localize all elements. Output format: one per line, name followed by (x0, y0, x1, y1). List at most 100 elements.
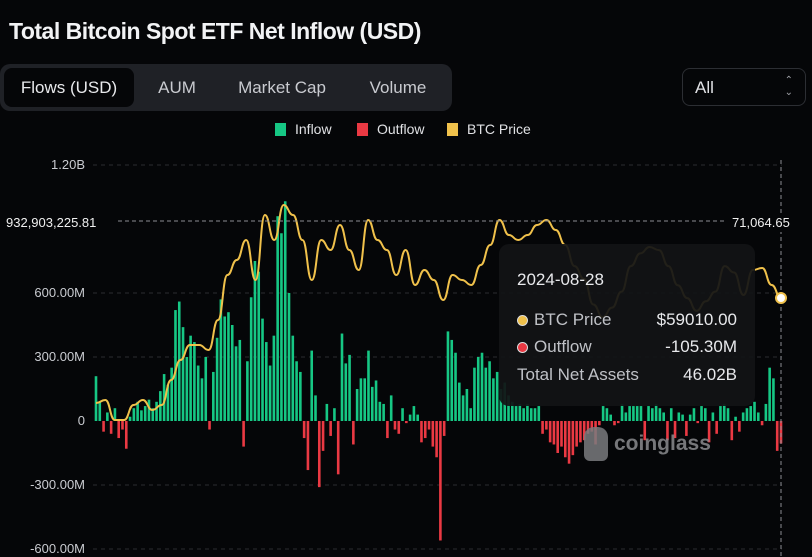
inflow-bar (492, 378, 495, 421)
legend-label: BTC Price (467, 121, 531, 137)
inflow-bar (741, 412, 745, 421)
tooltip-label: Outflow (534, 337, 592, 356)
inflow-bar (658, 408, 662, 421)
inflow-bar (753, 401, 756, 421)
inflow-bar (136, 401, 139, 421)
outflow-bar (386, 421, 389, 439)
inflow-bar (454, 352, 457, 421)
inflow-bar (170, 367, 173, 421)
inflow-bar (204, 357, 208, 421)
legend-btc-price[interactable]: BTC Price (447, 121, 531, 137)
inflow-bar (374, 380, 378, 421)
inflow-bar (310, 350, 314, 421)
outflow-bar (302, 421, 306, 439)
inflow-bar (756, 412, 760, 421)
outflow-bar (117, 421, 121, 439)
tab-volume[interactable]: Volume (369, 78, 427, 97)
inflow-bar (196, 365, 200, 421)
outflow-bar (124, 421, 128, 449)
inflow-bar (238, 339, 242, 421)
inflow-bar (132, 408, 136, 421)
chart-type-tabs: Flows (USD) AUM Market Cap Volume (0, 64, 452, 111)
outflow-bar (306, 421, 310, 471)
outflow-bar (590, 421, 594, 432)
inflow-bar (764, 403, 768, 421)
y-tick-label: -600.00M (30, 541, 85, 556)
outflow-bar (405, 421, 408, 424)
inflow-bar (227, 312, 230, 421)
inflow-bar (669, 408, 673, 421)
inflow-bar (688, 414, 692, 421)
tab-aum[interactable]: AUM (158, 78, 196, 97)
tooltip-label: BTC Price (534, 310, 612, 329)
y-tick-label: 0 (78, 413, 85, 428)
outflow-bar (208, 421, 211, 430)
inflow-bar (480, 352, 484, 421)
inflow-bar (215, 337, 219, 421)
outflow-bar (738, 421, 741, 432)
inflow-bar (291, 335, 295, 421)
crosshair-right-label: 71,064.65 (728, 213, 794, 232)
tooltip-value: $59010.00 (656, 310, 737, 329)
outflow-bar (317, 421, 321, 488)
outflow-bar (643, 421, 647, 441)
tooltip-value: 46.02B (683, 365, 737, 384)
crosshair-left-label: 932,903,225.81 (2, 213, 101, 232)
inflow-bar (98, 401, 102, 421)
inflow-bar (476, 357, 480, 421)
outflow-bar (109, 421, 113, 434)
outflow-bar (541, 421, 544, 434)
inflow-bar (314, 395, 317, 421)
tooltip-row-total: Total Net Assets 46.02B (517, 365, 737, 385)
range-select[interactable]: All ⌃ ⌄ (682, 68, 806, 106)
inflow-bar (722, 403, 726, 421)
legend-inflow[interactable]: Inflow (275, 121, 332, 137)
btc-price-swatch (447, 122, 458, 136)
btc-price-dot-icon (517, 314, 528, 326)
inflow-bar (446, 331, 450, 421)
outflow-bar (598, 421, 601, 426)
outflow-bar (552, 421, 556, 445)
outflow-bar (730, 421, 734, 441)
y-tick-label: 1.20B (51, 157, 85, 172)
inflow-bar (749, 406, 753, 421)
inflow-bar (370, 386, 374, 421)
outflow-bar (321, 421, 325, 451)
tooltip-row-outflow: Outflow -105.30M (517, 337, 737, 357)
inflow-bar (408, 414, 412, 421)
inflow-bar (412, 406, 416, 421)
inflow-bar (495, 371, 499, 421)
inflow-swatch (275, 122, 286, 136)
inflow-bar (677, 412, 681, 421)
inflow-bar (768, 367, 771, 421)
tooltip-row-btc-price: BTC Price $59010.00 (517, 310, 737, 330)
inflow-bar (507, 395, 510, 421)
inflow-bar (249, 297, 253, 421)
tab-flows[interactable]: Flows (USD) (4, 68, 134, 107)
inflow-bar (181, 327, 185, 421)
outflow-bar (775, 421, 779, 451)
inflow-bar (465, 389, 469, 421)
outflow-bar (427, 421, 431, 430)
legend-outflow[interactable]: Outflow (357, 121, 424, 137)
inflow-bar (711, 412, 715, 421)
inflow-bar (189, 335, 192, 421)
tab-market-cap[interactable]: Market Cap (238, 78, 326, 97)
inflow-bar (276, 216, 279, 421)
inflow-bar (745, 408, 749, 421)
inflow-bar (654, 403, 658, 421)
inflow-bar (143, 406, 147, 421)
range-select-value: All (695, 78, 714, 97)
inflow-bar (193, 342, 196, 421)
outflow-bar (696, 421, 700, 424)
outflow-bar (336, 421, 340, 475)
inflow-bar (662, 412, 665, 421)
inflow-bar (382, 403, 385, 421)
outflow-bar (685, 421, 688, 436)
inflow-bar (647, 406, 650, 421)
inflow-bar (473, 367, 476, 421)
inflow-bar (772, 378, 775, 421)
hover-point (775, 292, 787, 304)
outflow-bar (423, 421, 427, 439)
